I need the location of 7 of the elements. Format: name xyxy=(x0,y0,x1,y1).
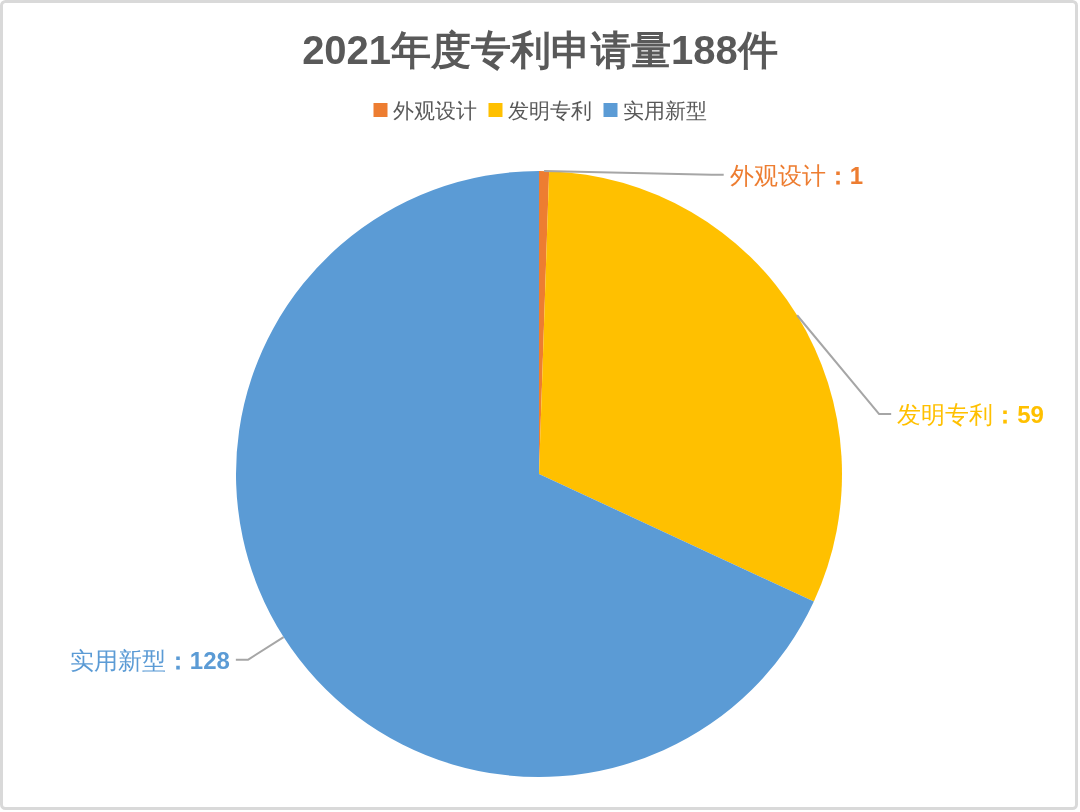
legend-label: 实用新型 xyxy=(622,98,707,122)
legend-label: 外观设计 xyxy=(392,98,477,122)
data-label: 外观设计：1 xyxy=(729,161,864,189)
data-label: 发明专利：59 xyxy=(897,400,1044,428)
chart-title: 2021年度专利申请量188件 xyxy=(302,28,778,72)
legend-label: 发明专利 xyxy=(507,98,592,122)
data-label: 实用新型：128 xyxy=(69,646,230,674)
